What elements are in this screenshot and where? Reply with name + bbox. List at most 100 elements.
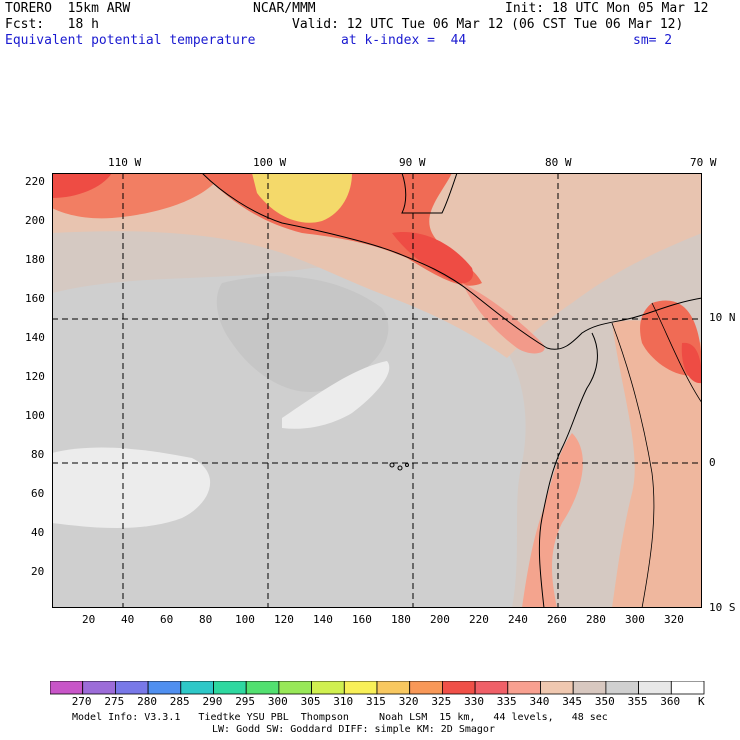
field-region-335 [462,283,545,354]
colorbar-swatch [343,681,378,695]
colorbar-labels: 270 275 280 285 290 295 300 305 310 315 320 325 330 3… [50,696,710,710]
lon-label-90w: 90 W [399,156,426,169]
border-line [651,302,702,404]
x-tick: 260 [547,613,567,626]
island-galapagos [397,465,403,471]
theta-e-map [52,173,702,608]
map-frame [52,173,702,608]
lat-label-0: 0 [709,456,716,469]
colorbar-label: 285 [169,695,190,708]
colorbar-label: 360 [660,695,681,708]
valid-time: Valid: 12 UTC Tue 06 Mar 12 (06 CST Tue … [292,17,684,32]
colorbar-swatch [605,681,640,695]
colorbar-swatch [638,681,672,695]
y-tick: 20 [31,565,45,578]
colorbar-swatch [311,681,345,695]
lon-label-100w: 100 W [253,156,287,169]
lon-label-70w: 70 W [690,156,717,169]
lon-label-80w: 80 W [545,156,572,169]
field-name: Equivalent potential temperature [5,33,256,48]
x-tick: 200 [430,613,450,626]
field-region-350 [52,267,526,608]
x-tick: 60 [160,613,174,626]
coastline-central-america [201,173,702,350]
y-tick: 200 [25,214,45,227]
colorbar-swatch [409,681,443,695]
colorbar-label: 300 [267,695,288,708]
colorbar-swatch [540,681,574,695]
smoothing-label: sm= 2 [633,33,673,48]
x-tick: 100 [235,613,255,626]
x-tick: 180 [391,613,411,626]
field-region-335-coast [522,433,583,608]
colorbar-swatch [180,681,214,695]
x-tick: 40 [121,613,135,626]
y-tick: 140 [25,331,45,344]
colorbar-swatch [441,681,476,695]
colorbar-swatch [670,681,705,695]
colorbar-unit: K [698,695,705,708]
colorbar-label: 350 [594,695,615,708]
colorbar-label: 355 [627,695,648,708]
colorbar-swatch [50,681,84,695]
colorbar-label: 345 [562,695,583,708]
field-region-325-ca [392,232,473,284]
y-tick: 180 [25,253,45,266]
colorbar-label: 290 [202,695,223,708]
field-region-350b [216,276,389,392]
colorbar-label: 270 [71,695,92,708]
field-region-345 [52,173,702,358]
colorbar-swatch [507,681,541,695]
field-region-325-east [681,342,702,384]
model-title: TORERO 15km ARW [5,1,131,16]
y-tick: 40 [31,526,45,539]
colorbar-swatch [376,681,411,695]
y-tick: 80 [31,448,45,461]
init-time: Init: 18 UTC Mon 05 Mar 12 [505,1,709,16]
colorbar-label: 325 [431,695,452,708]
y-tick: 220 [25,175,45,188]
border-line [611,322,655,608]
field-region-315 [252,173,352,223]
field-region-360 [52,447,211,528]
y-tick: 160 [25,292,45,305]
colorbar [50,681,705,695]
x-tick: 120 [274,613,294,626]
x-tick: 320 [664,613,684,626]
colorbar-label: 305 [300,695,321,708]
lon-label-110w: 110 W [108,156,142,169]
x-tick: 300 [625,613,645,626]
x-tick: 220 [469,613,489,626]
field-region-325-west [52,173,112,198]
org-label: NCAR/MMM [253,1,316,16]
lat-label-10s: 10 S [709,601,736,614]
x-tick: 20 [82,613,96,626]
x-tick: 160 [352,613,372,626]
coastline-south-america [538,332,598,608]
colorbar-swatch [115,681,149,695]
colorbar-swatch [572,681,607,695]
colorbar-swatch [245,681,280,695]
lat-label-10n: 10 N [709,311,736,324]
y-tick: 60 [31,487,45,500]
model-info: Model Info: V3.3.1 Tiedtke YSU PBL Thomp… [72,712,608,723]
colorbar-swatch [278,681,312,695]
level-label: at k-index = 44 [341,33,467,48]
x-tick: 140 [313,613,333,626]
colorbar-label: 275 [104,695,125,708]
colorbar-swatch [82,681,116,695]
coastline-yucatan [401,173,458,214]
y-tick: 100 [25,409,45,422]
colorbar-swatch [474,681,509,695]
colorbar-label: 330 [464,695,484,708]
x-tick: 280 [586,613,606,626]
field-region-360b [282,361,390,429]
y-tick: 120 [25,370,45,383]
colorbar-label: 335 [496,695,517,708]
x-tick: 240 [508,613,528,626]
colorbar-label: 280 [137,695,157,708]
colorbar-swatch [213,681,247,695]
colorbar-label: 295 [235,695,256,708]
x-tick: 80 [199,613,213,626]
forecast-hour: Fcst: 18 h [5,17,99,32]
